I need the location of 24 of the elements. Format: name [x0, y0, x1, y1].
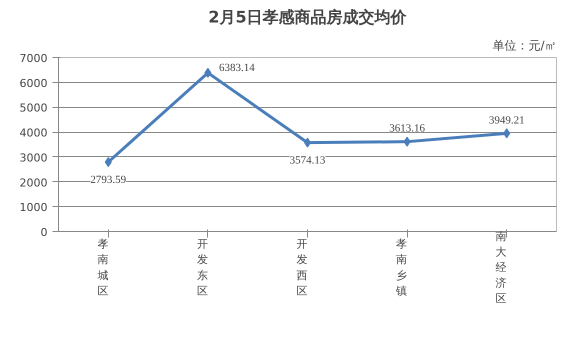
x-tick-label: 孝南乡镇: [395, 238, 408, 298]
y-axis-title: 单位：元/㎡: [492, 38, 557, 52]
y-tick-label: 2000: [20, 176, 48, 190]
point: [204, 68, 212, 78]
y-tick-label: 3000: [20, 151, 48, 164]
chart-title: 2月5日孝感商品房成交均价: [208, 8, 408, 26]
data-label: 2793.59: [90, 174, 127, 186]
data-label: 6383.14: [219, 62, 256, 74]
point: [404, 136, 411, 147]
y-tick-label: 1000: [20, 201, 48, 214]
x-tick-label: 南大经济区: [496, 230, 507, 306]
y-tick-label: 5000: [20, 102, 48, 115]
point: [104, 157, 112, 168]
y-tick-label: 7000: [20, 52, 48, 65]
x-tick-label: 开发东区: [196, 238, 208, 298]
x-tick-label: 开发西区: [296, 238, 308, 298]
point: [503, 128, 510, 138]
y-tick-label: 4000: [20, 126, 48, 140]
x-tick-label: 孝南城区: [96, 238, 108, 298]
y-tick-label: 6000: [20, 76, 48, 90]
data-label: 3613.16: [389, 122, 426, 135]
data-label: 3949.21: [488, 114, 525, 126]
data-label: 3574.13: [290, 154, 326, 167]
y-tick-label: 0: [40, 226, 48, 239]
